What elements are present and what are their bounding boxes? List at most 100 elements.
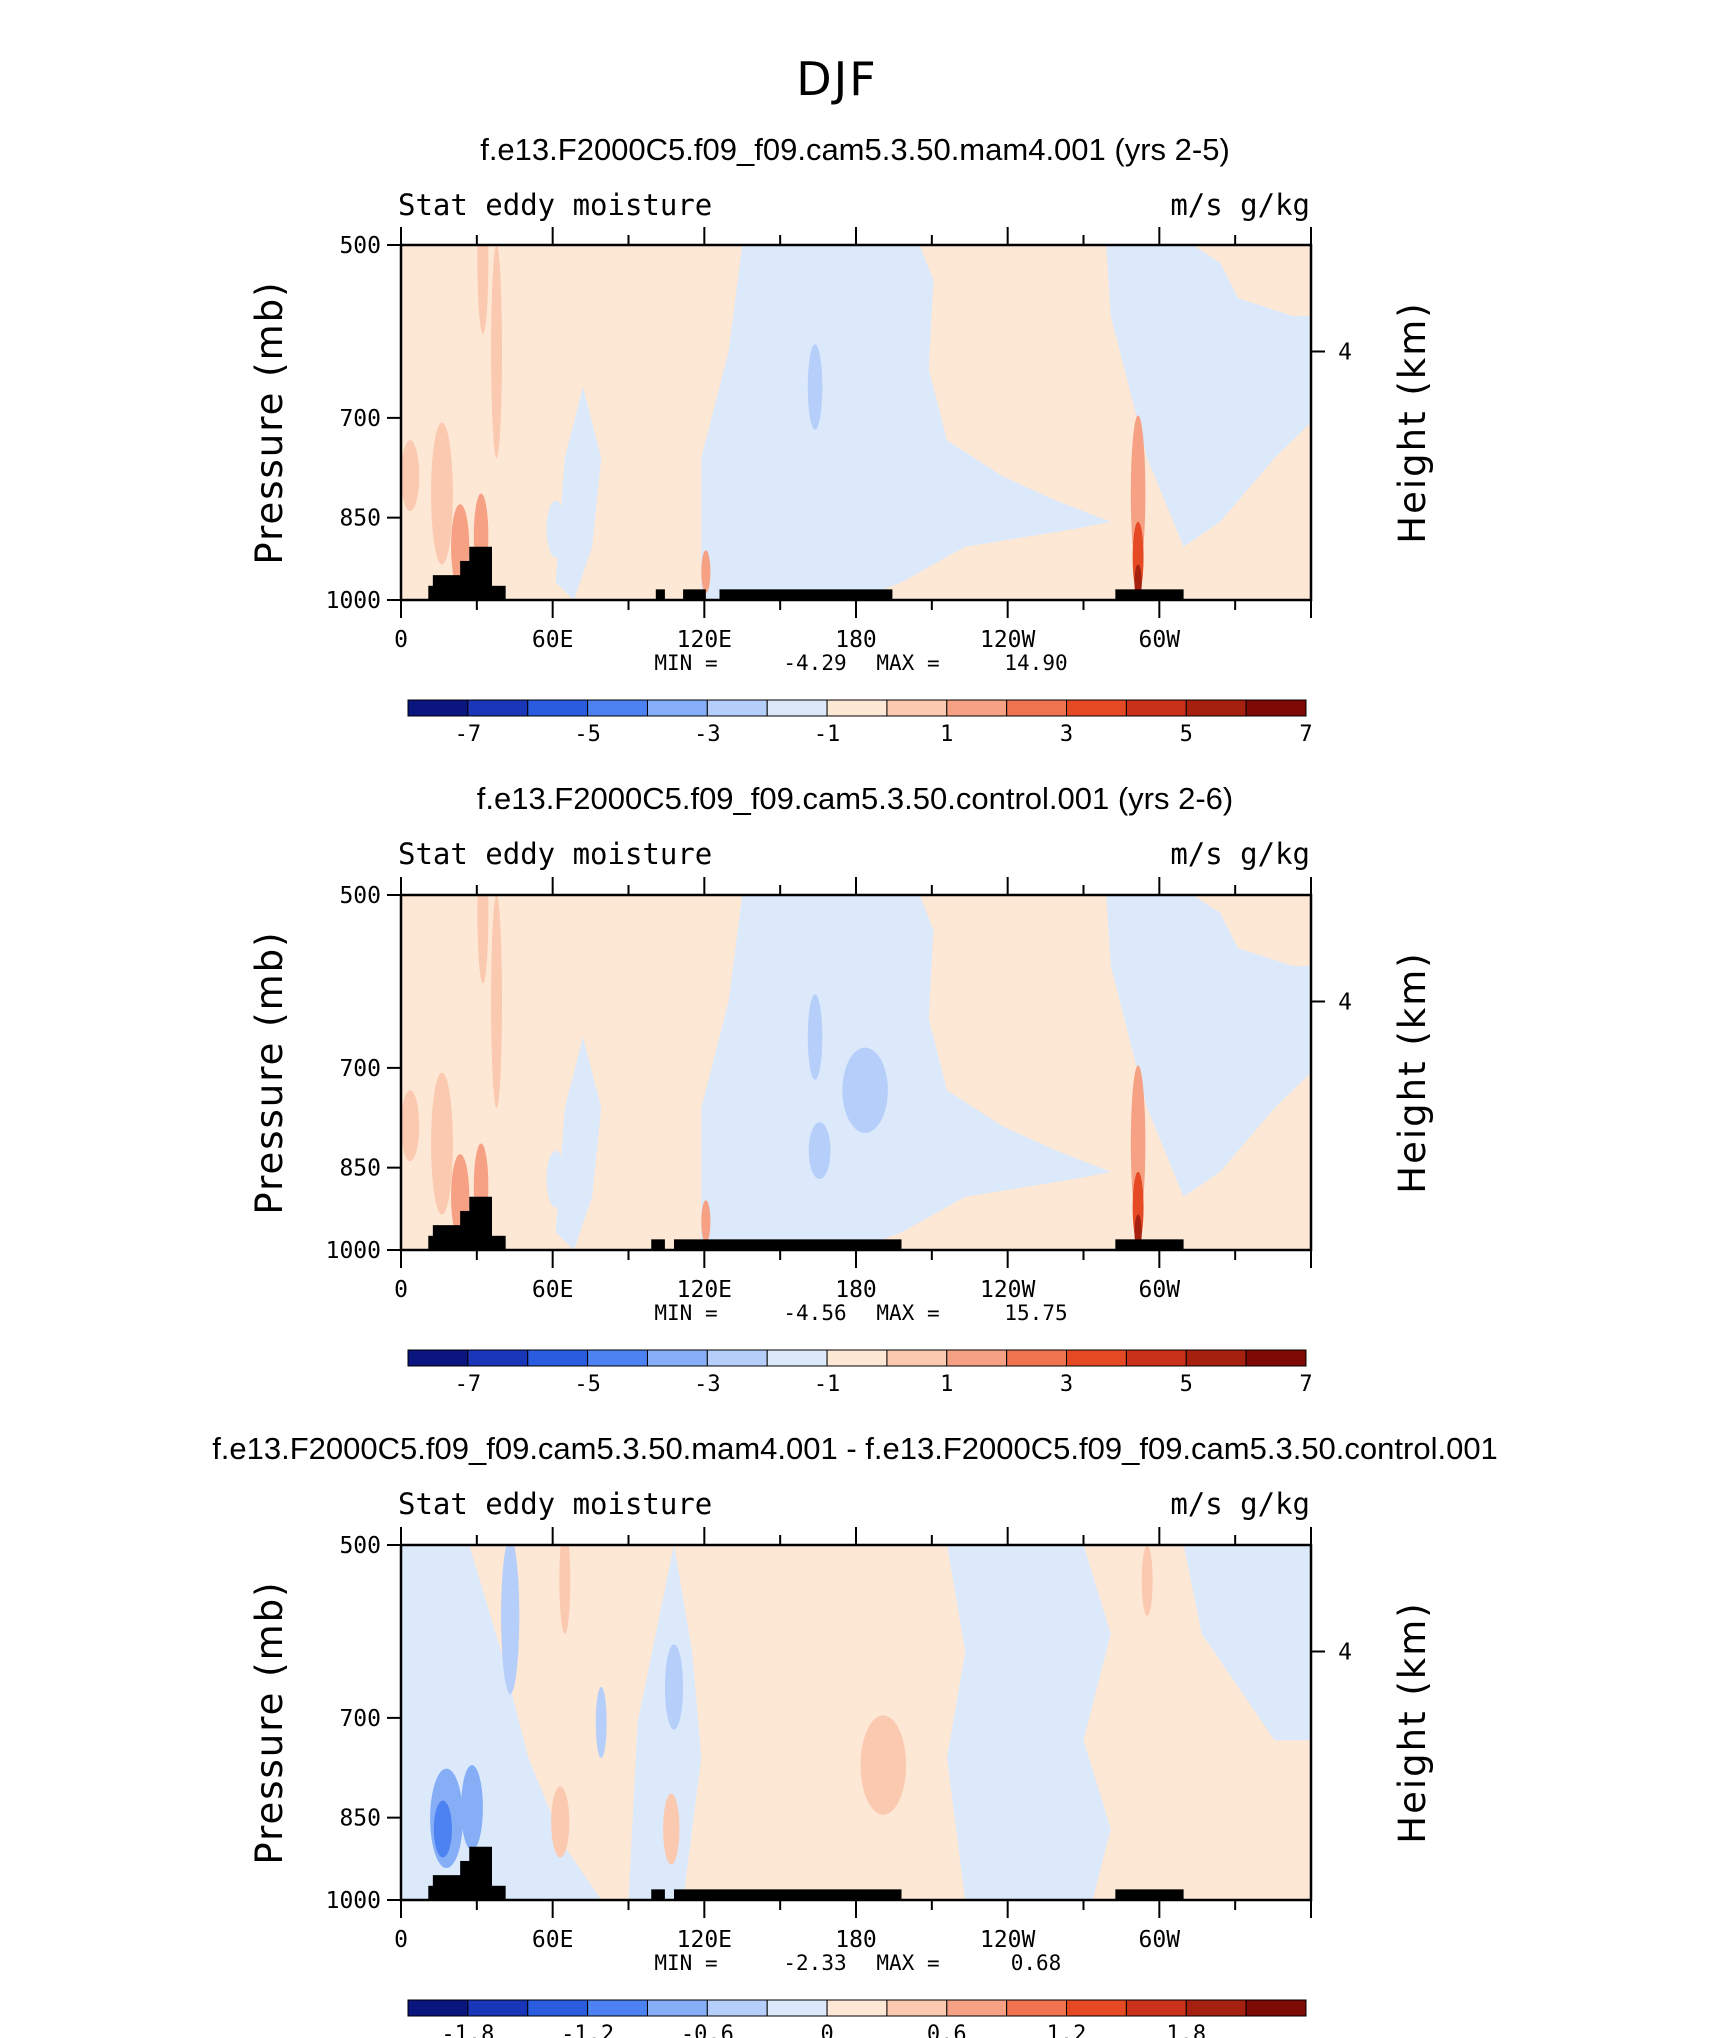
colorbar-label: -5 [574,722,601,747]
x-tick-label: 60W [1139,627,1181,653]
colorbar-label: -7 [455,722,482,747]
negative-blob [807,994,823,1080]
colorbar-swatch [1245,1999,1307,2017]
colorbar-label: -5 [574,1372,601,1397]
y-tick-label: 1000 [326,1238,381,1264]
min-value: -4.56 [783,1301,846,1325]
colorbar-swatch [1066,699,1127,717]
x-tick-label: 120E [677,1927,732,1953]
land-mask [719,589,893,600]
svg-text:Pressure (mb): Pressure (mb) [248,1580,291,1864]
colorbar-label: 1.2 [1047,2022,1087,2038]
colorbar-swatch [527,1999,589,2017]
land-mask [683,589,706,600]
indian-negative-strip [555,387,602,600]
colorbar: -7 -5 -3 -1 1 3 5 7 [407,699,1313,747]
pacific-negative-region [701,245,1111,600]
panel-title: f.e13.F2000C5.f09_f09.cam5.3.50.mam4.001… [480,132,1230,167]
colorbar-swatch [407,1349,469,1367]
colorbar-label: 0.6 [927,2022,967,2038]
svg-text:Height (km): Height (km) [1391,1601,1434,1843]
land-mask [469,1846,492,1900]
colorbar-label: 5 [1180,722,1193,747]
colorbar-swatch [766,1999,828,2017]
colorbar-label: 3 [1060,722,1073,747]
y-tick-label: 700 [339,1056,381,1082]
y2-tick-label: 4 [1338,340,1352,366]
x-tick-label: 0 [394,627,408,653]
colorbar-swatch [1006,699,1068,717]
x-tick-label: 180 [835,1927,877,1953]
colorbar-swatch [467,1999,529,2017]
colorbar-label: 3 [1060,1372,1073,1397]
negative-region [947,1545,1111,1900]
y-tick-label: 1000 [326,588,381,614]
y-tick-label: 1000 [326,1888,381,1914]
y-axis-title: Pressure (mb) [248,930,291,1214]
indian-negative-strip [555,1037,602,1250]
x-tick-label: 180 [835,1277,877,1303]
y-tick-label: 500 [339,1533,381,1559]
colorbar-swatch [706,1999,768,2017]
land-mask [469,1196,492,1250]
land-mask [492,1235,506,1250]
y2-tick-label: 4 [1338,1640,1352,1666]
units-label: m/s g/kg [1170,1487,1310,1521]
colorbar-swatch [587,1349,648,1367]
colorbar-label: -3 [694,1372,721,1397]
colorbar-swatch [1006,1999,1068,2017]
colorbar-label: -1 [814,722,841,747]
panel-1: f.e13.F2000C5.f09_f09.cam5.3.50.mam4.001… [248,132,1434,747]
positive-blob [663,1793,680,1865]
contour-field [399,243,1313,602]
land-mask [1115,1239,1184,1250]
colorbar: -1.8 -1.2 -0.6 0 0.6 1.2 1.8 [407,1999,1307,2038]
land-mask [469,546,492,600]
y-tick-label: 850 [339,1156,381,1182]
colorbar-swatch [1006,1349,1068,1367]
min-label: MIN = [654,1951,717,1975]
min-value: -2.33 [783,1951,846,1975]
panel-2: f.e13.F2000C5.f09_f09.cam5.3.50.control.… [248,781,1434,1397]
negative-region [1183,1545,1311,1741]
land-mask [655,589,665,600]
colorbar-swatch [706,699,768,717]
americas-negative-region [1106,895,1311,1197]
y-tick-label: 500 [339,233,381,259]
x-tick-label: 120E [677,1277,732,1303]
svg-text:Pressure (mb): Pressure (mb) [248,930,291,1214]
positive-blob [1141,1545,1153,1616]
negative-blob [664,1644,684,1730]
min-label: MIN = [654,651,717,675]
colorbar-label: 0 [820,2022,833,2038]
panel-diff: f.e13.F2000C5.f09_f09.cam5.3.50.mam4.001… [212,1431,1498,2038]
positive-blob [701,550,711,593]
colorbar-swatch [646,699,708,717]
positive-blob [477,895,489,984]
land-mask [1115,1889,1184,1900]
positive-blob [491,245,503,458]
colorbar-label: -7 [455,1372,482,1397]
svg-text:Pressure (mb): Pressure (mb) [248,280,291,564]
colorbar-swatch [946,1999,1008,2017]
contour-field [399,893,1313,1252]
americas-negative-region [1106,245,1311,547]
colorbar-swatch [1125,1999,1187,2017]
max-label: MAX = [876,1301,939,1325]
negative-blob [546,1150,565,1208]
land-mask [492,1885,506,1900]
y-tick-label: 700 [339,406,381,432]
colorbar-swatch [826,1349,888,1367]
x-tick-label: 0 [394,1277,408,1303]
y-tick-label: 850 [339,506,381,532]
y2-axis-title: Height (km) [1391,951,1434,1193]
x-tick-label: 120W [980,627,1036,653]
negative-blob [808,1122,831,1179]
colorbar-label: 1.8 [1166,2022,1206,2038]
svg-text:Height (km): Height (km) [1391,951,1434,1193]
colorbar-swatch [587,1999,648,2017]
colorbar-label: -3 [694,722,721,747]
colorbar-label: -1.2 [561,2022,614,2038]
colorbar-swatch [527,699,589,717]
